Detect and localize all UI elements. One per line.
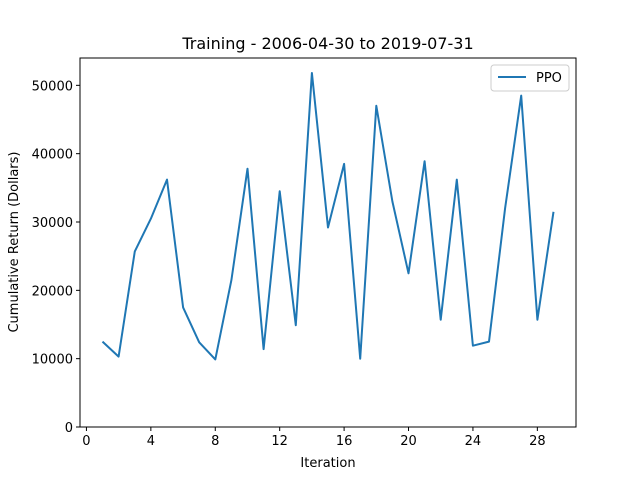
x-tick-label: 24 (465, 434, 482, 449)
legend-box (490, 64, 570, 92)
x-tick-label: 8 (211, 434, 219, 449)
legend-label-ppo: PPO (536, 71, 562, 86)
y-axis-label: Cumulative Return (Dollars) (7, 151, 22, 332)
x-tick-label: 12 (271, 434, 288, 449)
axes-frame (79, 57, 577, 428)
series-line-ppo (101, 72, 555, 361)
x-tick-label: 28 (529, 434, 546, 449)
x-tick-label: 0 (82, 434, 90, 449)
y-tick-label: 0 (65, 421, 73, 436)
y-tick-label: 50000 (32, 79, 73, 94)
x-tick-label: 4 (147, 434, 155, 449)
legend: PPO (490, 64, 570, 92)
y-tick-label: 40000 (32, 148, 73, 163)
plot-area: 0 4 8 12 16 20 24 28 0 10000 20000 30000 40000 50000 (32, 57, 577, 449)
y-tick-label: 10000 (32, 353, 73, 368)
y-tick-label: 30000 (32, 216, 73, 231)
x-axis-label: Iteration (300, 456, 355, 471)
chart-title: Training - 2006-04-30 to 2019-07-31 (181, 34, 473, 53)
y-tick-label: 20000 (32, 284, 73, 299)
x-tick-label: 16 (336, 434, 353, 449)
x-tick-label: 20 (400, 434, 417, 449)
